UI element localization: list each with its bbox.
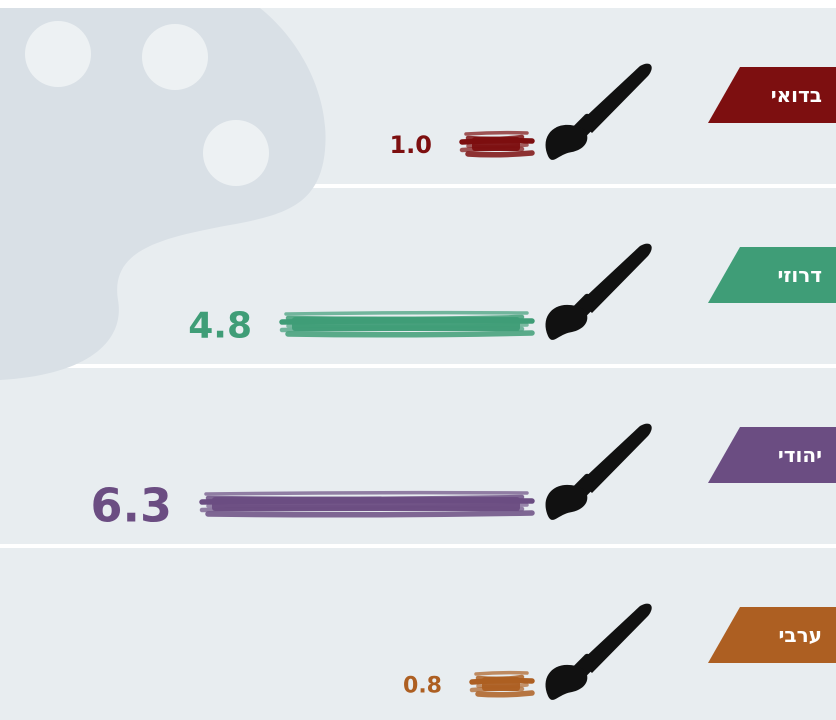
row-bands	[0, 8, 836, 720]
category-label: יהודי	[778, 443, 822, 467]
paintbrush-icon	[545, 603, 652, 700]
value-label: 4.8	[188, 306, 252, 347]
category-row: יהודי 6.3	[91, 423, 836, 532]
row-band	[0, 548, 836, 720]
category-label: בדואי	[771, 83, 822, 107]
category-row: ערבי 0.8	[403, 603, 836, 700]
value-label: 6.3	[91, 478, 173, 532]
palette-decoration	[0, 8, 326, 380]
value-label: 0.8	[403, 673, 442, 698]
paintbrush-icon	[545, 423, 652, 520]
paintbrush-icon	[545, 63, 652, 160]
paintbrush-icon	[545, 243, 652, 340]
category-tag	[708, 67, 836, 123]
category-row: בדואי 1.0	[389, 63, 836, 160]
category-row: דרוזי 4.8	[188, 243, 836, 347]
value-label: 1.0	[389, 131, 432, 159]
category-tag	[708, 427, 836, 483]
category-label: ערבי	[779, 623, 822, 647]
bar	[469, 670, 535, 698]
category-tag	[708, 247, 836, 303]
category-tag	[708, 607, 836, 663]
bar	[199, 490, 535, 518]
bar	[459, 130, 535, 158]
category-label: דרוזי	[777, 263, 822, 287]
bar	[279, 310, 535, 338]
